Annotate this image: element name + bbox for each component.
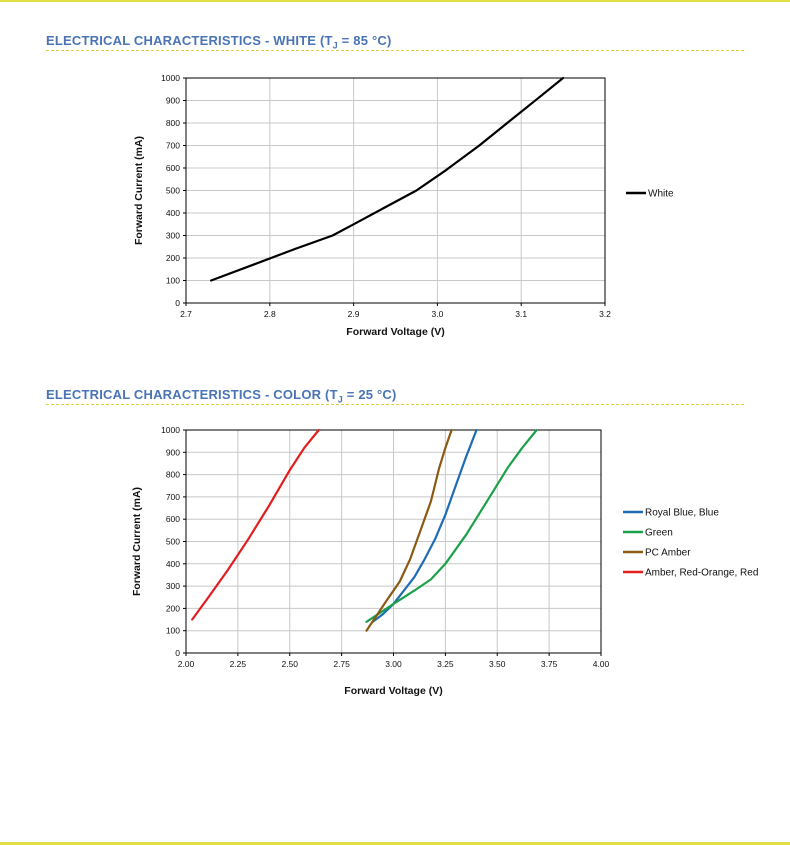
y-tick-label: 100 (166, 626, 180, 636)
y-tick-label: 0 (175, 298, 180, 308)
white-section-divider (46, 50, 744, 51)
x-tick-label: 3.75 (541, 659, 558, 669)
x-tick-label: 3.00 (385, 659, 402, 669)
series-line-0 (371, 428, 478, 623)
color-section-divider (46, 404, 744, 405)
y-tick-label: 700 (166, 492, 180, 502)
y-tick-label: 0 (175, 648, 180, 658)
y-tick-label: 1000 (161, 425, 180, 435)
y-tick-label: 800 (166, 118, 180, 128)
color-section-title: ELECTRICAL CHARACTERISTICS - COLOR (TJ =… (46, 387, 397, 405)
y-tick-label: 900 (166, 447, 180, 457)
y-tick-label: 600 (166, 163, 180, 173)
y-tick-label: 700 (166, 141, 180, 151)
series-line-0 (210, 76, 565, 282)
x-tick-label: 2.75 (333, 659, 350, 669)
x-axis-title: Forward Voltage (V) (344, 685, 442, 697)
y-tick-label: 500 (166, 186, 180, 196)
top-edge-rule (0, 0, 790, 2)
y-tick-label: 400 (166, 559, 180, 569)
x-tick-label: 3.50 (489, 659, 506, 669)
x-tick-label: 3.2 (599, 309, 611, 319)
legend-label-3: Amber, Red-Orange, Red (645, 568, 758, 579)
x-tick-label: 2.50 (281, 659, 298, 669)
y-tick-label: 300 (166, 231, 180, 241)
white-iv-chart: 2.7 2.8 2.9 3.0 3.1 3.2 0 100 200 300 400 500 600 700… (133, 73, 674, 338)
y-tick-label: 1000 (161, 73, 180, 83)
y-axis-title: Forward Current (mA) (131, 487, 143, 596)
y-tick-label: 900 (166, 96, 180, 106)
y-tick-label: 600 (166, 514, 180, 524)
legend-label-0: White (648, 189, 674, 200)
series-line-1 (365, 428, 538, 623)
y-axis-title: Forward Current (mA) (133, 136, 145, 245)
y-tick-label: 200 (166, 603, 180, 613)
legend-label-0: Royal Blue, Blue (645, 508, 719, 519)
x-tick-label: 3.1 (515, 309, 527, 319)
y-tick-label: 800 (166, 470, 180, 480)
series-line-2 (365, 428, 453, 632)
y-tick-label: 300 (166, 581, 180, 591)
x-tick-label: 2.8 (264, 309, 276, 319)
x-tick-label: 2.00 (178, 659, 195, 669)
y-tick-label: 500 (166, 537, 180, 547)
x-tick-label: 4.00 (593, 659, 610, 669)
bottom-edge-rule (0, 842, 790, 845)
legend-label-1: Green (645, 528, 673, 539)
legend-label-2: PC Amber (645, 548, 691, 559)
y-tick-label: 100 (166, 276, 180, 286)
x-tick-label: 2.9 (348, 309, 360, 319)
y-tick-label: 200 (166, 253, 180, 263)
y-tick-label: 400 (166, 208, 180, 218)
white-section-title: ELECTRICAL CHARACTERISTICS - WHITE (TJ =… (46, 33, 392, 51)
x-tick-label: 3.25 (437, 659, 454, 669)
x-axis-title: Forward Voltage (V) (346, 326, 444, 338)
series-line-3 (191, 428, 320, 621)
x-tick-label: 2.25 (230, 659, 247, 669)
x-tick-label: 2.7 (180, 309, 192, 319)
color-iv-chart: 2.00 2.25 2.50 2.75 3.00 3.25 3.50 3.75 4.00 0 100… (131, 425, 758, 697)
x-tick-label: 3.0 (431, 309, 443, 319)
